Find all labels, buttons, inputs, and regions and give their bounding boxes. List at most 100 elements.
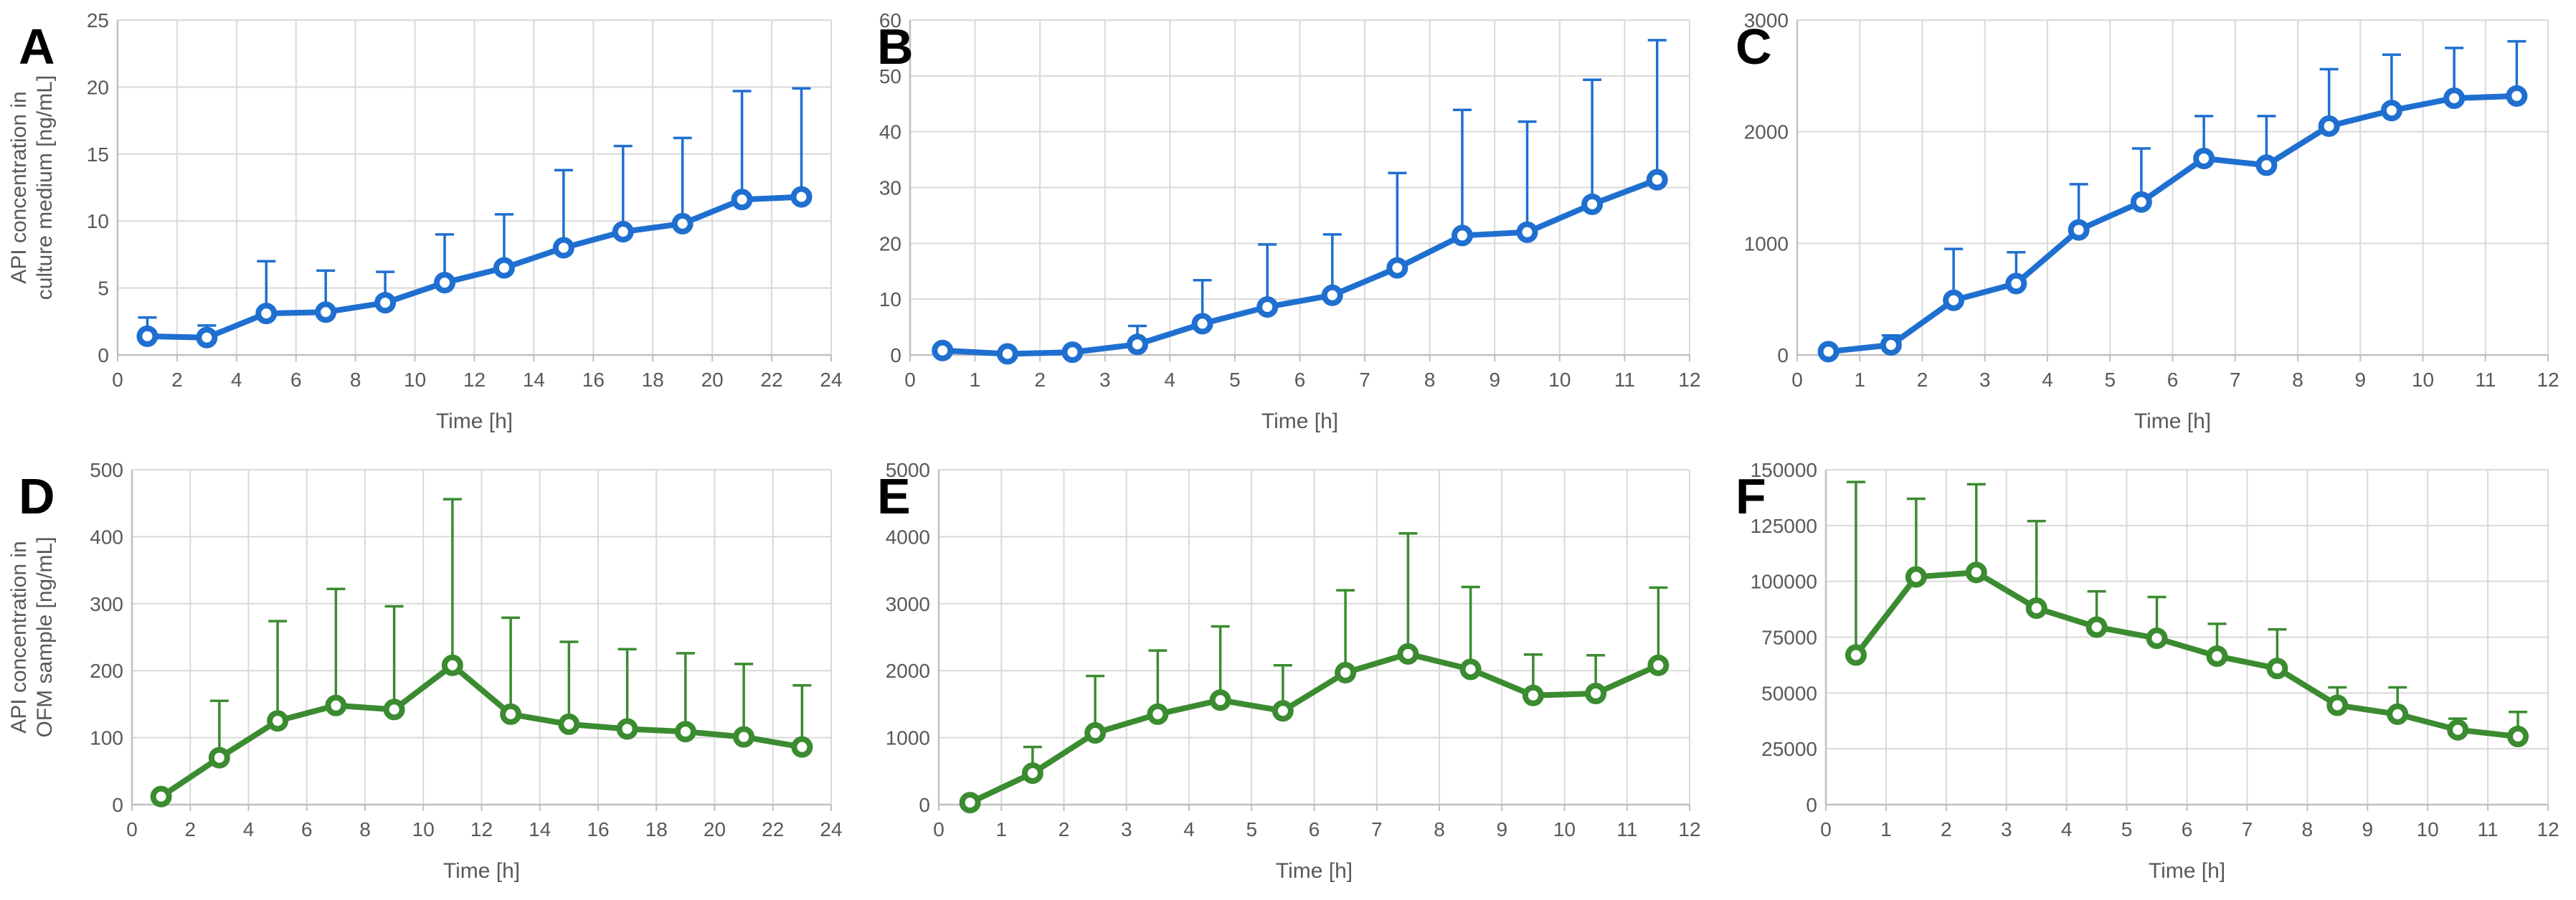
data-point-marker — [959, 792, 981, 814]
data-point-marker — [1321, 284, 1343, 306]
y-tick-label: 200 — [90, 660, 123, 682]
data-point-marker — [671, 212, 693, 235]
x-tick-label: 1 — [1880, 818, 1892, 840]
data-point-marker — [1581, 193, 1604, 215]
data-point-marker — [2443, 87, 2466, 109]
data-point-marker — [2068, 219, 2090, 241]
chart-E-svg: 0 1 2 3 4 5 6 7 8 9 10 11 12010002000300040005000Tim… — [886, 459, 1701, 883]
axes — [131, 470, 832, 811]
x-tick-label: 20 — [701, 369, 724, 391]
axes — [1824, 470, 2549, 811]
x-tick-label: 14 — [523, 369, 545, 391]
y-tick-label: 50 — [879, 65, 901, 87]
x-tick-label: 2 — [184, 818, 196, 840]
data-point-marker — [1335, 662, 1357, 684]
data-point-marker — [1256, 296, 1279, 318]
y-tick-label: 40 — [879, 121, 901, 143]
y-tick-label: 400 — [90, 526, 123, 548]
x-tick-label: 0 — [112, 369, 123, 391]
data-point-marker — [1397, 643, 1419, 665]
x-axis-title: Time [h] — [2134, 409, 2211, 433]
y-tick-label: 15 — [87, 143, 109, 166]
data-point-marker — [2507, 726, 2529, 748]
x-tick-label: 11 — [1616, 818, 1637, 840]
y-tick-label: 2000 — [1744, 121, 1789, 143]
data-point-marker — [2193, 148, 2215, 170]
data-point-marker — [1585, 682, 1607, 704]
data-point-marker — [2255, 154, 2278, 176]
x-tick-label: 16 — [587, 818, 609, 840]
data-point-marker — [136, 325, 158, 347]
y-tick-label: 150000 — [1751, 459, 1817, 481]
data-point-marker — [208, 747, 230, 769]
data-point-marker — [374, 292, 397, 314]
data-point-marker — [1459, 658, 1482, 681]
data-point-marker — [1084, 722, 1107, 744]
x-tick-label: 11 — [2475, 369, 2496, 391]
data-point-marker — [1905, 566, 1927, 588]
data-point-marker — [2266, 658, 2288, 680]
x-tick-label: 4 — [231, 369, 242, 391]
chart-panel-F: F 0 1 2 3 4 5 6 7 8 9 10 11 12 0 25000 50000 75000 100000… — [1717, 450, 2575, 899]
data-point-marker — [932, 339, 954, 361]
y-tick-label: 50000 — [1761, 682, 1817, 704]
error-bars — [151, 498, 812, 797]
tick-labels: 0 1 2 3 4 5 6 7 8 9 10 11 12025000500007500010000012… — [1751, 459, 2560, 840]
data-point-marker — [1147, 703, 1169, 725]
x-tick-label: 4 — [2042, 369, 2053, 391]
y-tick-label: 10 — [87, 210, 109, 232]
data-point-marker — [2380, 100, 2402, 122]
y-tick-label: 100000 — [1751, 571, 1817, 593]
data-point-marker — [315, 301, 337, 323]
y-tick-label: 100 — [90, 727, 123, 749]
x-tick-label: 8 — [350, 369, 361, 391]
x-tick-label: 10 — [404, 369, 426, 391]
data-point-marker — [434, 272, 456, 294]
y-tick-label: 0 — [890, 344, 901, 366]
x-tick-label: 3 — [2001, 818, 2012, 840]
x-tick-label: 8 — [2302, 818, 2314, 840]
x-tick-label: 1 — [995, 818, 1007, 840]
data-point-marker — [674, 721, 696, 743]
x-tick-label: 9 — [2362, 818, 2373, 840]
data-point-marker — [790, 186, 813, 208]
y-tick-label: 3000 — [1744, 9, 1789, 32]
markers — [1817, 85, 2528, 363]
data-point-marker — [1943, 289, 1965, 311]
data-point-marker — [2506, 85, 2528, 107]
chart-D-svg: 0 2 4 6 8 10 12 14 16 18 20 22 240100200300400500Tim… — [7, 459, 843, 883]
x-tick-label: 8 — [1434, 818, 1445, 840]
x-tick-label: 9 — [1489, 369, 1500, 391]
data-point-marker — [1516, 221, 1538, 243]
data-point-marker — [383, 698, 405, 721]
data-point-marker — [1522, 684, 1544, 706]
x-tick-label: 18 — [642, 369, 664, 391]
x-tick-label: 6 — [1294, 369, 1306, 391]
data-point-marker — [731, 189, 753, 211]
gridlines — [131, 469, 832, 805]
x-tick-label: 12 — [2537, 818, 2559, 840]
y-tick-label: 1000 — [886, 727, 930, 749]
y-axis-title: API concentration in OFM sample [ng/mL] — [7, 536, 57, 737]
x-tick-label: 3 — [1099, 369, 1111, 391]
y-tick-label: 25000 — [1761, 738, 1817, 760]
data-point-marker — [267, 710, 289, 732]
markers — [932, 169, 1668, 365]
y-tick-label: 300 — [90, 593, 123, 615]
gridlines — [938, 469, 1690, 805]
x-tick-label: 9 — [1496, 818, 1507, 840]
x-tick-label: 1 — [1854, 369, 1865, 391]
x-tick-label: 20 — [704, 818, 726, 840]
x-tick-label: 22 — [762, 818, 784, 840]
y-tick-label: 0 — [98, 344, 109, 366]
y-tick-label: 500 — [90, 459, 123, 481]
panel-label-F: F — [1736, 468, 1766, 524]
x-tick-label: 6 — [2167, 369, 2179, 391]
data-point-marker — [552, 237, 574, 259]
